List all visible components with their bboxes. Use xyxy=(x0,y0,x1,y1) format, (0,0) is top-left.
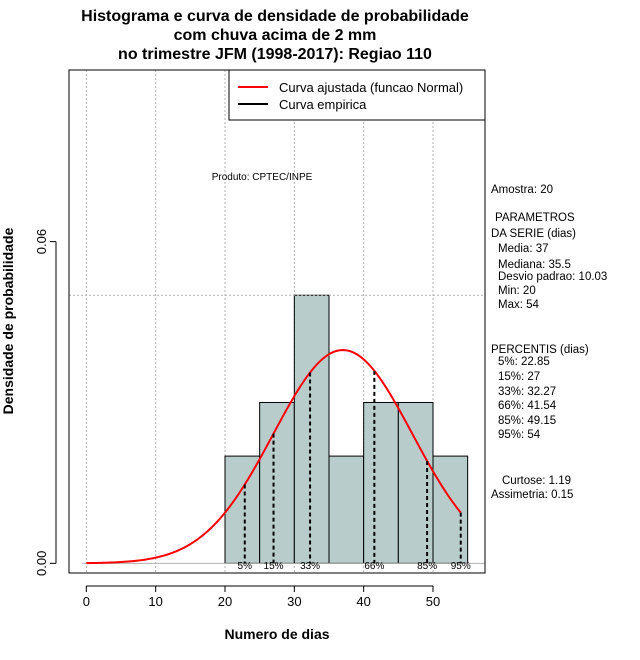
legend-box xyxy=(228,69,486,121)
histogram-bar-6 xyxy=(432,455,469,564)
percentile-markers: 5% 15% 33% 66% 85% 95% xyxy=(238,370,471,572)
y-axis-label: Densidade de probabilidade xyxy=(0,227,16,414)
histogram-bar-2 xyxy=(293,294,330,564)
x-tick-label-0: 0 xyxy=(83,594,90,609)
x-tick-label-50: 50 xyxy=(426,594,440,609)
y-tick-label-0: 0.00 xyxy=(34,551,49,576)
percentile-label-95: 95% xyxy=(451,561,471,572)
title-line-1: Histograma e curva de densidade de proba… xyxy=(81,8,469,25)
x-tick-label-10: 10 xyxy=(148,594,162,609)
fitted-normal-curve xyxy=(86,349,462,565)
histogram-bars xyxy=(224,294,469,564)
percentile-label-85: 85% xyxy=(417,561,437,572)
sample-size: Amostra: 20 xyxy=(491,184,553,196)
reference-lines xyxy=(69,294,485,564)
percentil-15: 15%: 27 xyxy=(498,371,540,383)
percentile-label-5: 5% xyxy=(238,561,253,572)
x-axis-label: Numero de dias xyxy=(224,626,329,642)
params-title-1: PARAMETROS xyxy=(495,212,575,224)
percentile-label-66: 66% xyxy=(364,561,384,572)
curtose: Curtose: 1.19 xyxy=(502,475,571,487)
legend: Curva ajustada (funcao Normal) Curva emp… xyxy=(228,69,486,121)
side-panel: Amostra: 20 PARAMETROS DA SERIE (dias) M… xyxy=(491,184,607,501)
percentile-label-33: 33% xyxy=(300,561,320,572)
legend-label-empirical: Curva empirica xyxy=(279,97,367,112)
y-tick-label-1: 0.06 xyxy=(34,229,49,254)
chart-title: Histograma e curva de densidade de proba… xyxy=(81,8,469,63)
curves xyxy=(86,349,462,565)
param-media: Media: 37 xyxy=(498,243,549,255)
percentil-95: 95%: 54 xyxy=(498,429,541,441)
histogram-bar-1 xyxy=(259,401,295,564)
percentil-5: 5%: 22.85 xyxy=(498,356,550,368)
x-tick-label-30: 30 xyxy=(287,594,301,609)
percentis-title: PERCENTIS (dias) xyxy=(491,344,589,356)
param-mediana: Mediana: 35.5 xyxy=(498,259,571,271)
param-desvio: Desvio padrao: 10.03 xyxy=(498,271,607,283)
assimetria: Assimetria: 0.15 xyxy=(491,489,573,501)
x-tick-label-20: 20 xyxy=(218,594,232,609)
product-annotation: Produto: CPTEC/INPE xyxy=(212,172,313,183)
histogram-bar-4 xyxy=(363,401,399,564)
percentil-33: 33%: 32.27 xyxy=(498,386,556,398)
params-title-2: DA SERIE (dias) xyxy=(491,228,576,240)
histogram-bar-0 xyxy=(224,455,261,564)
param-min: Min: 20 xyxy=(498,285,536,297)
title-line-3: no trimestre JFM (1998-2017): Regiao 110 xyxy=(118,46,432,63)
legend-label-fitted: Curva ajustada (funcao Normal) xyxy=(279,80,463,95)
param-max: Max: 54 xyxy=(498,299,540,311)
x-tick-label-40: 40 xyxy=(356,594,370,609)
percentile-label-15: 15% xyxy=(264,561,284,572)
percentil-66: 66%: 41.54 xyxy=(498,400,557,412)
title-line-2: com chuva acima de 2 mm xyxy=(174,27,377,44)
axes: 0 10 20 30 40 50 0.00 0.06 xyxy=(34,229,440,609)
percentil-85: 85%: 49.15 xyxy=(498,415,556,427)
histogram-bar-3 xyxy=(328,455,365,564)
